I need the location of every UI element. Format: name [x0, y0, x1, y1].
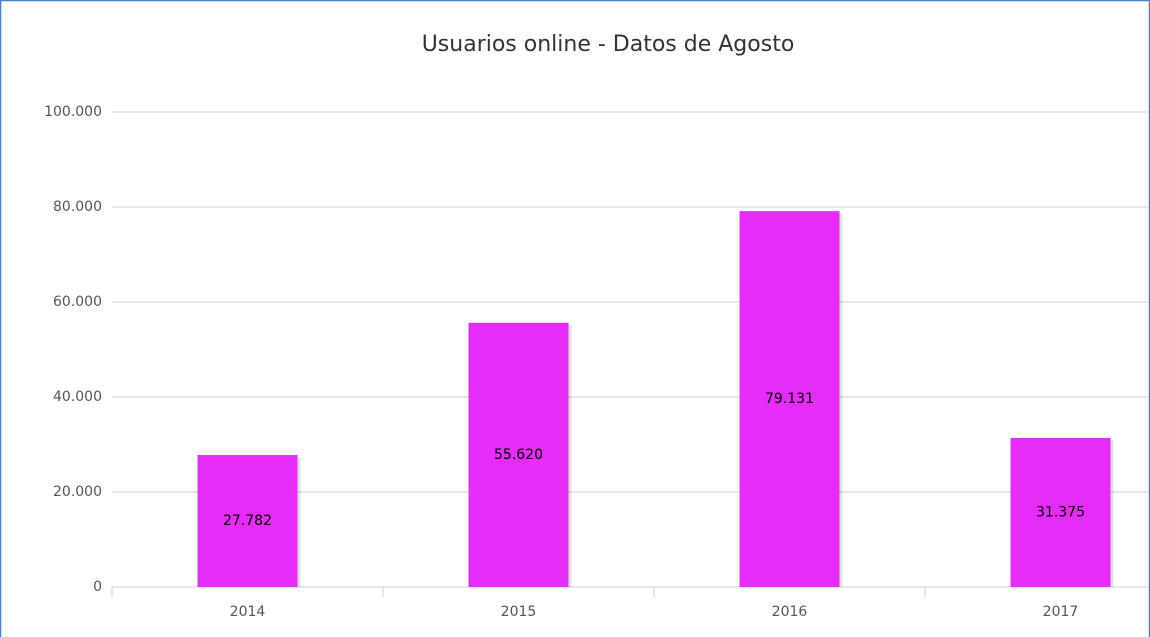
- bar: [468, 322, 569, 587]
- y-tick-label: 20.000: [53, 484, 102, 500]
- y-tick-label: 60.000: [53, 294, 102, 310]
- x-tick-label: 2015: [501, 604, 537, 620]
- y-tick-label: 40.000: [53, 389, 102, 405]
- bar: [1010, 437, 1111, 587]
- y-tick-label: 100.000: [44, 104, 102, 120]
- data-label: 27.782: [223, 513, 272, 529]
- data-label: 31.375: [1036, 504, 1085, 520]
- bar: [197, 455, 298, 587]
- x-tick-label: 2016: [772, 604, 808, 620]
- data-label: 79.131: [765, 391, 814, 407]
- x-tick-label: 2017: [1043, 604, 1079, 620]
- y-tick-label: 80.000: [53, 199, 102, 215]
- y-tick-label: 0: [93, 579, 102, 595]
- data-label: 55.620: [494, 447, 543, 463]
- x-tick-label: 2014: [230, 604, 266, 620]
- chart-title: Usuarios online - Datos de Agosto: [422, 32, 795, 57]
- bar: [739, 211, 840, 587]
